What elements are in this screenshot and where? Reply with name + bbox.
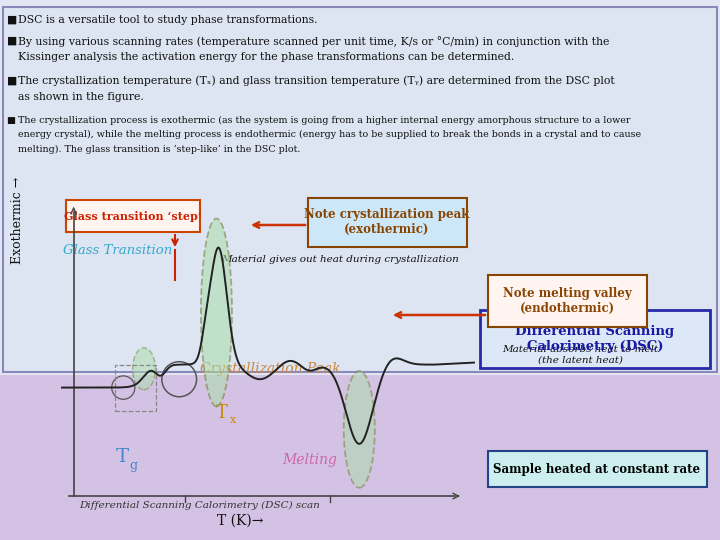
Text: Crystallization Peak: Crystallization Peak [199, 362, 341, 376]
FancyBboxPatch shape [488, 451, 707, 487]
Text: Material absorbs heat to melt
(the latent heat): Material absorbs heat to melt (the laten… [502, 345, 658, 364]
FancyBboxPatch shape [488, 275, 647, 327]
FancyBboxPatch shape [480, 310, 710, 368]
Text: T: T [115, 448, 129, 466]
Text: energy crystal), while the melting process is endothermic (energy has to be supp: energy crystal), while the melting proce… [18, 130, 641, 139]
Bar [0, 375, 720, 540]
Text: By using various scanning rates (temperature scanned per unit time, K/s or °C/mi: By using various scanning rates (tempera… [18, 36, 609, 46]
Text: ■: ■ [6, 116, 15, 125]
Text: x: x [230, 415, 236, 425]
Text: Kissinger analysis the activation energy for the phase transformations can be de: Kissinger analysis the activation energy… [18, 52, 514, 62]
FancyBboxPatch shape [3, 7, 717, 372]
Text: Sample heated at constant rate: Sample heated at constant rate [493, 462, 701, 476]
Bar [0, 0, 720, 375]
Text: Differential Scanning
Calorimetry (DSC): Differential Scanning Calorimetry (DSC) [516, 325, 675, 353]
Text: Glass transition ‘step’: Glass transition ‘step’ [64, 211, 202, 221]
Text: ■: ■ [6, 76, 17, 86]
Ellipse shape [132, 348, 156, 390]
Text: Note melting valley
(endothermic): Note melting valley (endothermic) [503, 287, 631, 315]
Text: Melting: Melting [282, 453, 338, 467]
Text: ■: ■ [6, 36, 17, 46]
Text: ■: ■ [6, 15, 17, 25]
Ellipse shape [201, 219, 232, 407]
FancyBboxPatch shape [66, 200, 200, 232]
Text: melting). The glass transition is ‘step-like’ in the DSC plot.: melting). The glass transition is ‘step-… [18, 145, 300, 154]
FancyBboxPatch shape [308, 198, 467, 247]
Ellipse shape [343, 371, 375, 488]
Text: T (K)→: T (K)→ [217, 514, 264, 528]
Text: g: g [129, 458, 137, 471]
Text: Glass Transition: Glass Transition [63, 244, 173, 256]
Text: Note crystallization peak
(exothermic): Note crystallization peak (exothermic) [305, 208, 469, 236]
Text: DSC is a versatile tool to study phase transformations.: DSC is a versatile tool to study phase t… [18, 15, 318, 25]
Text: T: T [216, 404, 228, 422]
Text: Differential Scanning Calorimetry (DSC) scan: Differential Scanning Calorimetry (DSC) … [80, 501, 320, 510]
Text: Exothermic →: Exothermic → [12, 177, 24, 264]
Text: The crystallization process is exothermic (as the system is going from a higher : The crystallization process is exothermi… [18, 116, 631, 125]
Text: The crystallization temperature (Tₓ) and glass transition temperature (Tᵧ) are d: The crystallization temperature (Tₓ) and… [18, 76, 615, 86]
Text: as shown in the figure.: as shown in the figure. [18, 92, 144, 102]
Text: Material gives out heat during crystallization: Material gives out heat during crystalli… [221, 255, 459, 265]
